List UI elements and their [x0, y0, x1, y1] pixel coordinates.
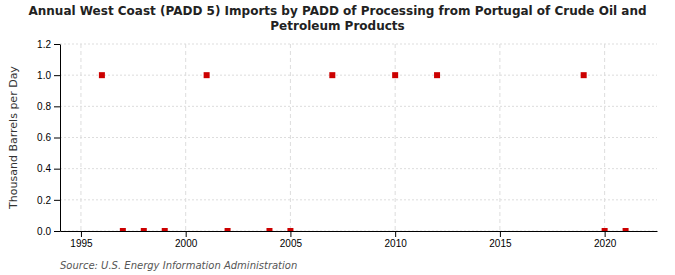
grid-line-x: [499, 44, 500, 231]
y-tick-mark: [54, 106, 60, 107]
y-tick-mark: [54, 138, 60, 139]
point: [120, 228, 126, 231]
y-tick-mark: [54, 169, 60, 170]
y-axis: 0.0 0.2 0.4 0.6 0.8 1.0 1.2: [37, 39, 60, 237]
source: Source: U.S. Energy Information Administ…: [60, 260, 297, 271]
y-tick-mark: [54, 75, 60, 76]
x-tick-mark: [290, 231, 291, 237]
plot-area: 1995 2000 2005 2010 2015 2020 0.0 0.2 0.4 0.6 0.8 1…: [37, 39, 657, 249]
chart-svg: Annual West Coast (PADD 5) Imports by PA…: [0, 0, 675, 275]
y-tick-label: 0.6: [37, 132, 51, 143]
y-tick-mark: [54, 200, 60, 201]
grid-line-x: [395, 44, 396, 231]
y-tick-label: 0.4: [37, 163, 51, 174]
x-tick: 2005: [280, 231, 303, 249]
point: [287, 228, 293, 231]
x-tick-mark: [81, 231, 82, 237]
x-tick-label: 2010: [385, 238, 408, 249]
grid-line-y: [60, 75, 657, 76]
y-tick: 0.6: [37, 132, 60, 143]
x-tick-label: 2005: [280, 238, 303, 249]
x-tick-mark: [500, 231, 501, 237]
x-tick-label: 2000: [175, 238, 198, 249]
grid-line-y: [60, 199, 657, 200]
grid-line-y: [60, 231, 657, 232]
y-tick-mark: [54, 44, 60, 45]
x-tick: 2015: [489, 231, 512, 249]
point: [225, 228, 231, 231]
points: [99, 72, 629, 231]
grid-line-x: [80, 44, 81, 231]
chart-container: Annual West Coast (PADD 5) Imports by PA…: [0, 0, 675, 275]
title-line: Annual West Coast (PADD 5) Imports by PA…: [28, 4, 646, 18]
x-axis: 1995 2000 2005 2010 2015 2020: [61, 231, 658, 249]
point: [434, 72, 440, 78]
point: [204, 72, 210, 78]
x-tick: 1995: [70, 231, 93, 249]
y-tick: 0.4: [37, 163, 60, 174]
x-tick-mark: [605, 231, 606, 237]
x-tick: 2020: [594, 231, 617, 249]
y-axis-title: Thousand Barrels per Day: [7, 66, 20, 210]
title: Annual West Coast (PADD 5) Imports by PA…: [28, 4, 646, 33]
x-tick: 2010: [385, 231, 408, 249]
y-tick: 0.8: [37, 101, 60, 112]
grid-line-y: [60, 168, 657, 169]
point: [392, 72, 398, 78]
point: [581, 72, 587, 78]
grid-line-y: [60, 106, 657, 107]
x-tick-label: 2015: [489, 238, 512, 249]
x-tick: 2000: [175, 231, 198, 249]
x-tick-mark: [186, 231, 187, 237]
x-tick-mark: [395, 231, 396, 237]
point: [141, 228, 147, 231]
y-tick-label: 0.2: [37, 195, 51, 206]
grid-line-x: [290, 44, 291, 231]
x-axis-line: [61, 231, 658, 232]
point: [623, 228, 629, 231]
grid-line-y: [60, 137, 657, 138]
y-tick: 1.0: [37, 70, 60, 81]
x-tick-label: 2020: [594, 238, 617, 249]
point: [602, 228, 608, 231]
y-tick: 0.0: [37, 226, 60, 237]
x-tick-label: 1995: [70, 238, 93, 249]
y-tick: 1.2: [37, 39, 60, 50]
grid-line-x: [604, 44, 605, 231]
grid: [60, 44, 657, 231]
title-line: Petroleum Products: [270, 19, 404, 33]
y-tick-mark: [54, 231, 60, 232]
y-tick: 0.2: [37, 195, 60, 206]
point: [329, 72, 335, 78]
y-axis-line: [60, 45, 61, 232]
point: [266, 228, 272, 231]
y-tick-label: 0.8: [37, 101, 51, 112]
y-tick-label: 1.2: [37, 39, 51, 50]
grid-line-y: [60, 44, 657, 45]
y-tick-label: 1.0: [37, 70, 51, 81]
point: [162, 228, 168, 231]
grid-line-x: [185, 44, 186, 231]
y-tick-label: 0.0: [37, 226, 51, 237]
point: [99, 72, 105, 78]
